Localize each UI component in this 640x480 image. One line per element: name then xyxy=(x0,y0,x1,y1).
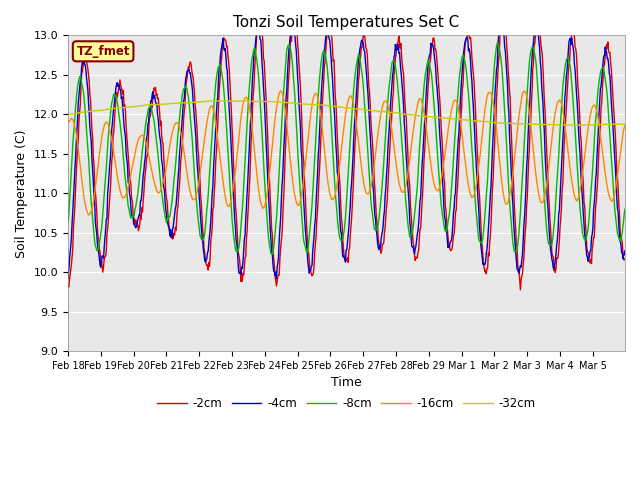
Text: TZ_fmet: TZ_fmet xyxy=(76,45,130,58)
Line: -2cm: -2cm xyxy=(68,27,625,290)
Y-axis label: Soil Temperature (C): Soil Temperature (C) xyxy=(15,129,28,257)
X-axis label: Time: Time xyxy=(331,376,362,389)
Line: -8cm: -8cm xyxy=(68,43,625,254)
Line: -32cm: -32cm xyxy=(68,101,625,125)
Title: Tonzi Soil Temperatures Set C: Tonzi Soil Temperatures Set C xyxy=(234,15,460,30)
Line: -16cm: -16cm xyxy=(68,91,625,215)
Legend: -2cm, -4cm, -8cm, -16cm, -32cm: -2cm, -4cm, -8cm, -16cm, -32cm xyxy=(152,392,540,415)
Line: -4cm: -4cm xyxy=(68,27,625,278)
